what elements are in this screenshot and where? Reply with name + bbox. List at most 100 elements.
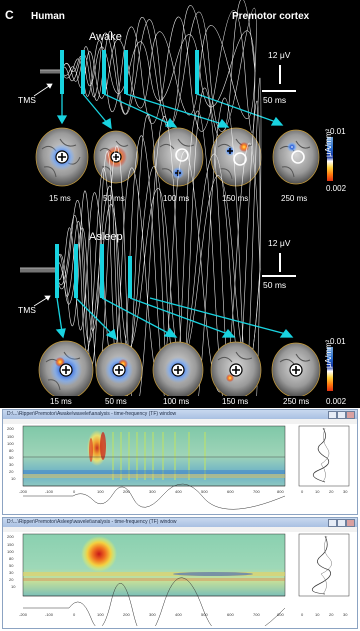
asleep-latency-15: 15 ms [50,397,72,406]
side-tick: 30 [343,489,348,494]
y-tick: 20 [9,469,14,474]
x-tick: 800 [277,612,284,617]
minimize-button[interactable] [328,519,337,527]
maximize-button[interactable] [337,411,346,419]
awake-colorbar-min: 0.002 [326,184,347,193]
x-tick: -200 [19,612,28,617]
window-title-bar[interactable]: D:\...\Ripper\Premotor\Awake\wavelet\ana… [3,410,357,419]
side-tick: 20 [329,489,334,494]
x-tick: 400 [175,612,182,617]
awake-latency-50: 50 ms [103,194,125,203]
side-tick: 10 [315,612,320,617]
asleep-tms-arrow [33,295,51,307]
x-tick: 700 [253,489,260,494]
awake-latency-15: 15 ms [49,194,71,203]
y-tick: 10 [11,476,16,481]
asleep-brains [38,340,321,400]
y-tick: 150 [7,542,14,547]
awake-scale-bar [262,65,296,92]
window-title-bar[interactable]: D:\...\Ripper\Premotor\Asleep\wavelet\an… [3,518,357,527]
side-tick: 30 [343,612,348,617]
x-tick: 100 [97,612,104,617]
x-tick: 300 [149,489,156,494]
y-tick: 100 [7,441,14,446]
x-tick: 200 [123,489,130,494]
asleep-latency-50: 50 ms [105,397,127,406]
x-tick: 100 [97,489,104,494]
x-tick: -200 [19,489,28,494]
asleep-latency-250: 250 ms [283,397,310,406]
awake-latency-250: 250 ms [281,194,308,203]
y-tick: 100 [7,549,14,554]
y-tick: 200 [7,426,14,431]
close-button[interactable] [346,411,355,419]
awake-latency-100: 100 ms [163,194,190,203]
y-tick: 30 [9,462,14,467]
x-tick: 400 [175,489,182,494]
y-tick: 30 [9,570,14,575]
window-menu-strip [3,527,357,532]
x-tick: 600 [227,489,234,494]
awake-tms-arrow [33,83,53,97]
side-tick: 10 [315,489,320,494]
awake-tms-label: TMS [18,95,36,105]
subject-label: Human [31,11,65,22]
x-tick: 600 [227,612,234,617]
asleep-colorbar-unit: μA/mm² [324,339,333,368]
asleep-scale-amplitude: 12 μV [268,238,291,248]
tf-window-awake: D:\...\Ripper\Premotor\Awake\wavelet\ana… [2,409,358,515]
window-title: D:\...\Ripper\Premotor\Awake\wavelet\ana… [7,411,177,417]
x-tick: 0 [73,489,76,494]
asleep-connector-arrows [55,297,294,341]
awake-latency-150: 150 ms [222,194,249,203]
y-tick: 50 [9,563,14,568]
y-tick: 10 [11,584,16,589]
minimize-button[interactable] [328,411,337,419]
x-tick: 500 [201,489,208,494]
y-tick: 80 [9,448,14,453]
window-menu-strip [3,419,357,424]
awake-colorbar-max: 0.01 [330,127,346,136]
side-tick: 20 [329,612,334,617]
figure-graphics [20,0,321,405]
asleep-latency-markers [55,244,132,298]
awake-title: Awake [89,31,122,43]
x-tick: 500 [201,612,208,617]
x-tick: 200 [123,612,130,617]
tf-plot [22,533,350,626]
asleep-latency-100: 100 ms [163,397,190,406]
y-tick: 20 [9,577,14,582]
region-label: Premotor cortex [232,11,310,22]
y-tick: 200 [7,534,14,539]
asleep-latency-row: 15 ms 50 ms 100 ms 150 ms 250 ms 0.002 [0,396,360,408]
y-tick: 150 [7,434,14,439]
close-button[interactable] [346,519,355,527]
y-tick: 80 [9,556,14,561]
panel-letter: C [5,8,14,22]
asleep-colorbar [327,347,333,391]
x-tick: 0 [73,612,76,617]
side-tick: 0 [301,612,304,617]
x-tick: -100 [45,489,54,494]
x-tick: 800 [277,489,284,494]
x-tick: 700 [253,612,260,617]
tf-plot [22,425,350,510]
tf-window-asleep: D:\...\Ripper\Premotor\Asleep\wavelet\an… [2,517,358,629]
x-tick: -100 [45,612,54,617]
awake-scale-time: 50 ms [263,95,287,105]
awake-scale-amplitude: 12 μV [268,50,291,60]
y-tick: 50 [9,455,14,460]
awake-latency-markers [60,50,199,94]
awake-colorbar-unit: μA/mm² [324,128,333,157]
asleep-scale-time: 50 ms [263,280,287,290]
awake-brains [35,127,320,187]
awake-connector-arrows [56,93,284,130]
asleep-colorbar-max: 0.01 [330,337,346,346]
awake-colorbar [327,137,333,181]
figure-panel-c: C Human Premotor cortex Awake 12 μV 50 m… [0,0,360,405]
asleep-title: Asleep [89,231,123,243]
maximize-button[interactable] [337,519,346,527]
awake-eeg-traces [40,0,257,139]
asleep-colorbar-min: 0.002 [326,397,347,406]
side-tick: 0 [301,489,304,494]
